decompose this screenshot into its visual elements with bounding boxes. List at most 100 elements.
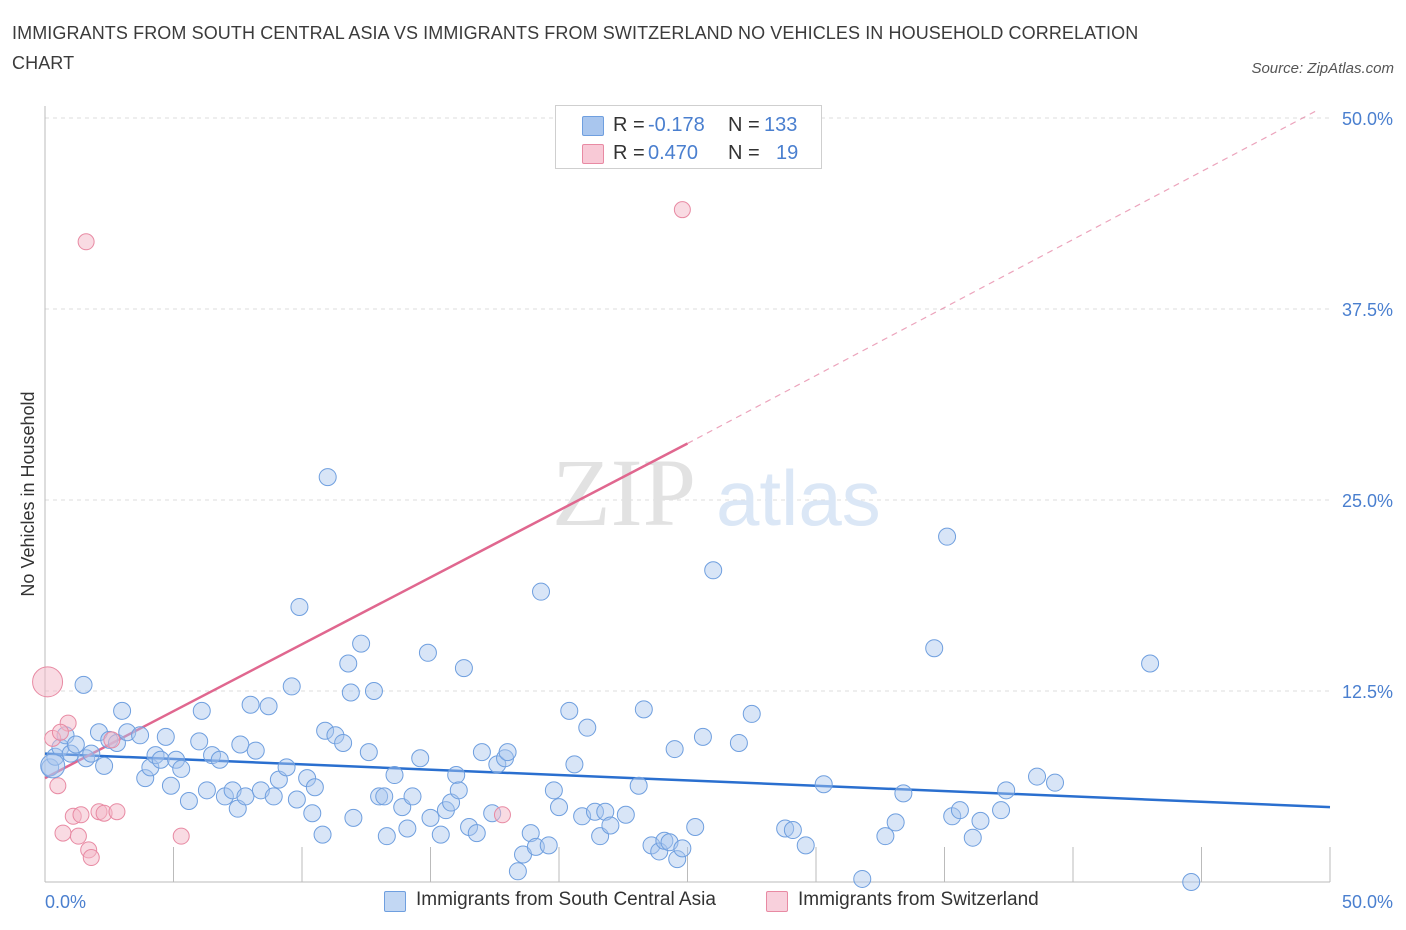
point-south-central-asia-109 — [693, 727, 712, 746]
point-south-central-asia-38 — [259, 697, 278, 716]
point-south-central-asia-23 — [172, 759, 191, 778]
point-south-central-asia-26 — [192, 701, 211, 720]
point-south-central-asia-129 — [1028, 767, 1047, 786]
legend-n-value: 19 — [776, 142, 799, 164]
point-south-central-asia-15 — [131, 726, 150, 745]
point-south-central-asia-113 — [776, 819, 795, 838]
legend-swatch-pink — [582, 144, 604, 164]
legend-r-value: -0.178 — [648, 114, 705, 136]
point-south-central-asia-54 — [341, 683, 360, 702]
point-switzerland-18 — [51, 723, 69, 741]
point-south-central-asia-121 — [925, 639, 944, 658]
point-south-central-asia-98 — [616, 805, 635, 824]
point-south-central-asia-96 — [596, 802, 615, 821]
point-south-central-asia-106 — [665, 740, 684, 759]
point-south-central-asia-46 — [303, 804, 322, 823]
legend-n-label: N = — [728, 142, 760, 164]
point-south-central-asia-110 — [704, 561, 723, 580]
legend-n-value: 133 — [764, 114, 798, 136]
point-south-central-asia-60 — [375, 787, 394, 806]
point-south-central-asia-86 — [532, 582, 551, 601]
series-swatch-blue — [384, 891, 406, 912]
point-south-central-asia-69 — [431, 825, 450, 844]
trend-line-switzerland-extension — [687, 109, 1318, 444]
point-south-central-asia-117 — [853, 869, 872, 888]
point-switzerland-3 — [54, 824, 72, 842]
point-south-central-asia-124 — [938, 527, 957, 546]
point-south-central-asia-56 — [344, 808, 363, 827]
point-south-central-asia-65 — [403, 787, 422, 806]
point-south-central-asia-73 — [449, 781, 468, 800]
point-south-central-asia-51 — [326, 726, 345, 745]
point-south-central-asia-33 — [231, 735, 250, 754]
point-south-central-asia-24 — [179, 792, 198, 811]
point-south-central-asia-61 — [377, 827, 396, 846]
series-label-1: Immigrants from South Central Asia — [416, 889, 716, 910]
point-switzerland-17 — [673, 201, 691, 219]
point-south-central-asia-102 — [650, 842, 669, 861]
point-south-central-asia-36 — [241, 695, 260, 714]
point-south-central-asia-6 — [74, 675, 93, 694]
point-switzerland-13 — [103, 731, 121, 749]
point-south-central-asia-115 — [796, 836, 815, 855]
point-switzerland-16 — [493, 806, 511, 824]
point-south-central-asia-34 — [236, 787, 255, 806]
point-south-central-asia-cluster — [40, 753, 66, 779]
x-tick-label-0: 0.0% — [45, 892, 86, 912]
point-south-central-asia-131 — [1141, 654, 1160, 673]
watermark: ZIP atlas — [552, 439, 881, 546]
point-south-central-asia-19 — [151, 750, 170, 769]
point-south-central-asia-67 — [418, 643, 437, 662]
point-south-central-asia-114 — [783, 821, 802, 840]
point-south-central-asia-120 — [894, 784, 913, 803]
chart-title: IMMIGRANTS FROM SOUTH CENTRAL ASIA VS IM… — [12, 23, 1139, 73]
trend-line-switzerland — [44, 442, 689, 780]
point-south-central-asia-74 — [454, 659, 473, 678]
point-south-central-asia-111 — [729, 733, 748, 752]
point-south-central-asia-89 — [550, 798, 568, 817]
point-south-central-asia-52 — [334, 733, 353, 752]
point-south-central-asia-81 — [498, 743, 517, 762]
point-south-central-asia-50 — [318, 468, 337, 487]
point-south-central-asia-72 — [447, 766, 466, 785]
point-south-central-asia-108 — [686, 817, 705, 836]
point-south-central-asia-91 — [565, 755, 584, 774]
point-south-central-asia-126 — [971, 811, 990, 830]
point-south-central-asia-66 — [411, 749, 430, 768]
watermark-zip: ZIP — [552, 439, 696, 546]
y-tick-label-2: 37.5% — [1342, 300, 1393, 320]
y-tick-label-3: 50.0% — [1342, 109, 1393, 129]
legend-row-series2: R = 0.470 N = 19 — [556, 139, 821, 167]
point-south-central-asia-112 — [742, 704, 761, 723]
point-south-central-asia-57 — [359, 743, 378, 762]
point-south-central-asia-132 — [1182, 873, 1201, 891]
point-south-central-asia-94 — [585, 802, 604, 821]
legend-r-label: R = — [613, 142, 645, 164]
series-swatch-pink — [766, 891, 788, 912]
point-south-central-asia-97 — [601, 816, 620, 835]
point-south-central-asia-5 — [66, 735, 85, 754]
point-switzerland-7 — [72, 806, 90, 824]
point-south-central-asia-100 — [634, 700, 653, 719]
point-south-central-asia-68 — [421, 808, 440, 827]
point-south-central-asia-41 — [277, 758, 296, 777]
point-south-central-asia-130 — [1046, 773, 1065, 792]
point-south-central-asia-53 — [339, 654, 358, 673]
watermark-atlas: atlas — [716, 454, 881, 542]
point-south-central-asia-22 — [167, 750, 186, 769]
point-south-central-asia-29 — [210, 750, 229, 769]
point-south-central-asia-76 — [467, 824, 486, 843]
point-south-central-asia-64 — [398, 819, 417, 838]
point-south-central-asia-127 — [992, 801, 1011, 820]
point-south-central-asia-20 — [156, 727, 175, 746]
point-south-central-asia-45 — [298, 769, 317, 788]
legend-row-series1: R = -0.178 N = 133 — [556, 111, 821, 139]
point-south-central-asia-8 — [82, 744, 101, 763]
point-south-central-asia-13 — [113, 701, 132, 720]
y-tick-label-0: 12.5% — [1342, 682, 1393, 702]
point-south-central-asia-77 — [472, 743, 491, 762]
y-tick-label-1: 25.0% — [1342, 491, 1393, 511]
data-points — [32, 201, 1201, 891]
point-south-central-asia-59 — [370, 787, 389, 806]
point-south-central-asia-58 — [364, 682, 383, 700]
